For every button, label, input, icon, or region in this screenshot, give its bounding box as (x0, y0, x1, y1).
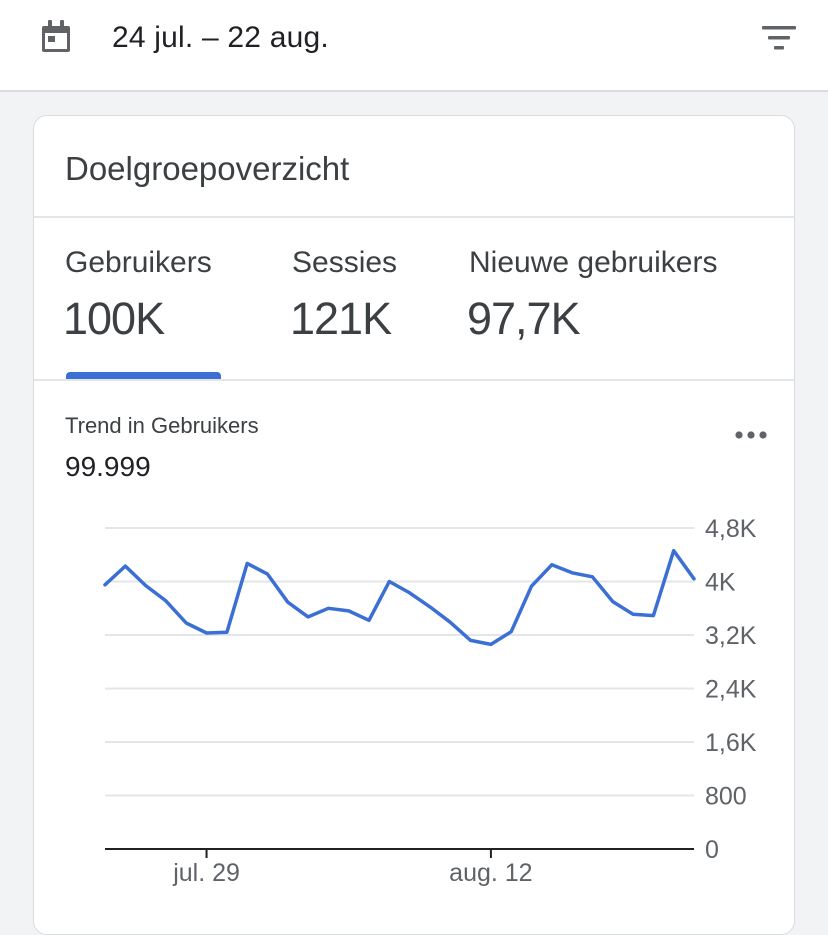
metric-value: 121K (290, 293, 392, 344)
y-tick-label: 4K (705, 569, 736, 597)
more-horiz-icon[interactable] (732, 422, 772, 448)
users-trend-chart: 4,8K 4K 3,2K 2,4K 1,6K 800 0 jul. 29 aug. 12 (103, 515, 757, 887)
metric-tab-new-users[interactable]: Nieuwe gebruikers 97,7K (467, 218, 769, 379)
trend-value: 99.999 (65, 451, 151, 482)
trend-label: Trend in Gebruikers (65, 413, 259, 438)
y-tick-label: 3,2K (705, 622, 757, 650)
metric-tab-sessions[interactable]: Sessies 121K (290, 218, 442, 379)
card-title: Doelgroepoverzicht (65, 150, 350, 187)
users-series-line (103, 548, 696, 647)
date-range-selector[interactable]: 24 jul. – 22 aug. (112, 21, 329, 54)
divider (34, 379, 794, 381)
filter-icon[interactable] (760, 24, 798, 52)
y-tick-label: 1,6K (705, 729, 757, 757)
selected-tab-indicator (66, 372, 221, 379)
y-tick-label: 2,4K (705, 676, 757, 704)
divider (34, 216, 794, 218)
x-tick-label: aug. 12 (449, 859, 532, 887)
calendar-icon[interactable] (40, 20, 72, 54)
y-tick-label: 800 (705, 783, 747, 811)
metric-label: Sessies (292, 246, 398, 279)
metric-tab-users[interactable]: Gebruikers 100K (63, 218, 235, 379)
metric-value: 97,7K (467, 293, 581, 344)
y-tick-label: 0 (705, 836, 719, 864)
y-tick-label: 4,8K (705, 515, 757, 543)
metric-value: 100K (63, 293, 165, 344)
x-tick-label: jul. 29 (172, 859, 240, 887)
top-bar: 24 jul. – 22 aug. (0, 0, 828, 92)
metric-label: Nieuwe gebruikers (469, 246, 718, 279)
audience-overview-card: Doelgroepoverzicht Gebruikers 100K Sessi… (33, 115, 795, 935)
metric-label: Gebruikers (65, 246, 212, 279)
